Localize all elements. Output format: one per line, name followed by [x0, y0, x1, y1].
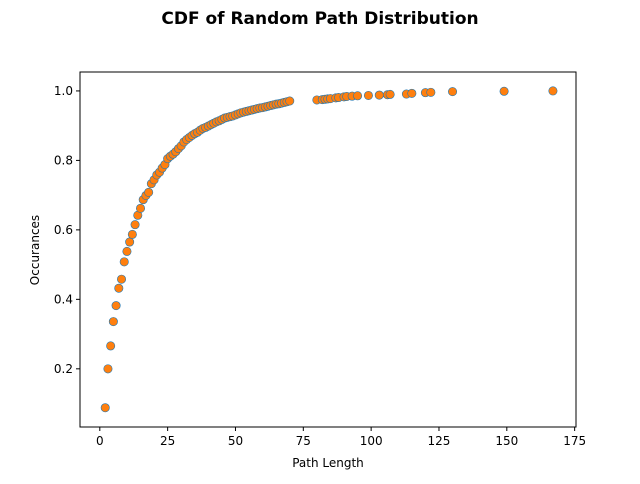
y-tick-label: 0.2 [54, 362, 73, 376]
x-tick-label: 75 [296, 434, 311, 448]
data-point [106, 341, 116, 351]
data-point [448, 87, 458, 97]
plot-area-frame [79, 71, 577, 428]
data-point [103, 364, 113, 374]
data-point [499, 86, 509, 96]
data-point [100, 403, 110, 413]
x-tick-label: 150 [495, 434, 518, 448]
x-axis-ticks: 0 25 50 75 100 125 150 175 [96, 427, 586, 448]
y-tick-label: 0.4 [54, 292, 73, 306]
data-point [125, 237, 135, 247]
y-axis-ticks: 0.2 0.4 0.6 0.8 1.0 [54, 84, 80, 376]
data-point [130, 220, 140, 230]
chart-title: CDF of Random Path Distribution [161, 9, 478, 29]
data-point [285, 96, 295, 106]
x-tick-label: 0 [96, 434, 104, 448]
data-point [385, 89, 395, 99]
x-tick-label: 125 [428, 434, 451, 448]
x-tick-label: 25 [160, 434, 175, 448]
data-point [144, 187, 154, 197]
data-point [114, 283, 124, 293]
data-point [548, 86, 558, 96]
data-point [407, 88, 417, 98]
data-point [127, 229, 137, 239]
data-point [117, 274, 127, 284]
y-tick-label: 0.6 [54, 223, 73, 237]
x-tick-label: 100 [360, 434, 383, 448]
y-tick-label: 0.8 [54, 153, 73, 167]
x-tick-label: 50 [228, 434, 243, 448]
data-points [100, 86, 558, 413]
data-point [136, 203, 146, 213]
data-point [119, 257, 129, 267]
y-tick-label: 1.0 [54, 84, 73, 98]
data-point [374, 90, 384, 100]
data-point [426, 87, 436, 97]
data-point [363, 90, 373, 100]
x-axis-label: Path Length [292, 456, 364, 470]
data-point [108, 317, 118, 327]
y-axis-label: Occurances [28, 215, 42, 285]
x-tick-label: 175 [563, 434, 586, 448]
data-point [353, 91, 363, 101]
data-point [111, 301, 121, 311]
data-point [122, 246, 132, 256]
